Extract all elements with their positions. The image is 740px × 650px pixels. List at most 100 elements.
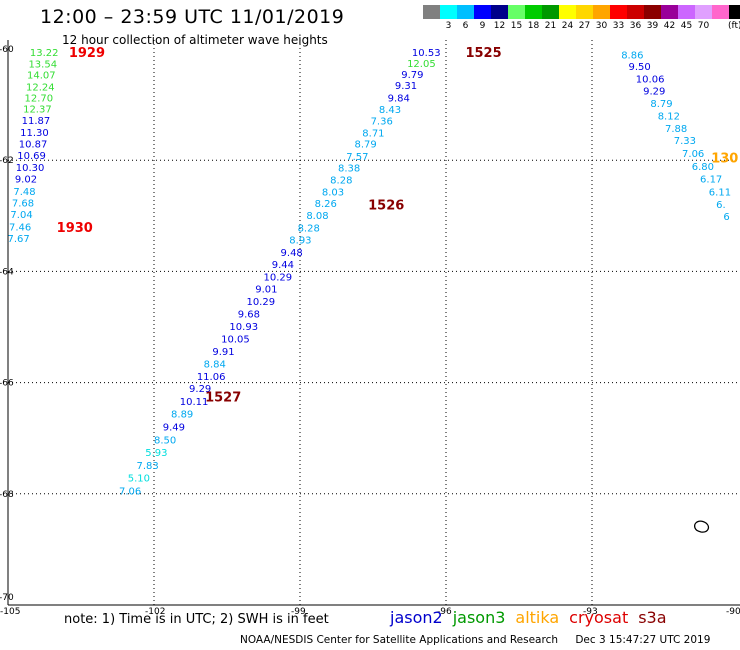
credit-text: NOAA/NESDIS Center for Satellite Applica…	[240, 634, 558, 646]
color-swatch	[491, 5, 508, 19]
color-scale-label: 18	[527, 21, 540, 31]
wave-height-value: 12.70	[25, 93, 54, 104]
wave-height-value: 7.88	[665, 124, 687, 135]
wave-height-value: 8.50	[154, 435, 176, 446]
wave-height-value: 7.68	[12, 198, 34, 209]
wave-height-value: 9.29	[643, 87, 665, 98]
wave-height-value: 8.79	[650, 99, 672, 110]
color-swatch	[457, 5, 474, 19]
color-scale-label: 21	[544, 21, 557, 31]
wave-height-value: 10.06	[636, 74, 665, 85]
wave-height-value: 10.05	[221, 335, 250, 346]
wave-height-value: 14.07	[27, 71, 56, 82]
wave-height-value: 11.06	[197, 372, 226, 383]
wave-height-value: 5.93	[145, 448, 167, 459]
color-scale-label: 12	[493, 21, 506, 31]
wave-height-value: 7.04	[10, 210, 32, 221]
generated-timestamp: Dec 3 15:47:27 UTC 2019	[575, 634, 711, 646]
color-scale-bar	[423, 5, 740, 19]
wave-height-value: 9.91	[212, 347, 234, 358]
wave-height-value: 13.54	[28, 59, 57, 70]
wave-height-value: 10.29	[264, 272, 293, 283]
longitude-label: -102	[145, 607, 165, 617]
wave-height-value: 7.06	[682, 149, 704, 160]
color-scale-label: 45	[680, 21, 693, 31]
latitude-label: -66	[0, 379, 14, 389]
wave-height-value: 9.50	[629, 62, 651, 73]
color-scale-label: 39	[646, 21, 659, 31]
satellite-legend-item: altika	[515, 608, 560, 627]
color-scale-label: 30	[595, 21, 608, 31]
wave-height-value: 8.28	[330, 176, 352, 187]
satellite-legend-item: s3a	[638, 608, 667, 627]
wave-height-value: 10.87	[19, 140, 48, 151]
wave-height-value: 11.87	[22, 116, 51, 127]
color-scale-label: 6	[462, 21, 469, 31]
wave-height-value: 6.17	[700, 175, 722, 186]
map-title: 12:00 – 23:59 UTC 11/01/2019	[40, 6, 345, 28]
wave-height-value: 7.06	[119, 486, 141, 497]
color-swatch	[542, 5, 559, 19]
color-swatch	[559, 5, 576, 19]
color-scale-label: 42	[663, 21, 676, 31]
pass-time-label: 1527	[205, 391, 241, 406]
wave-height-value: 12.05	[407, 59, 436, 70]
color-scale-label: 15	[510, 21, 523, 31]
color-swatch	[440, 5, 457, 19]
track-1929-1930: 13.2213.5414.0712.2412.7012.3711.8711.30…	[8, 46, 106, 245]
wave-height-value: 6.11	[709, 187, 731, 198]
wave-height-value: 8.38	[338, 163, 360, 174]
color-swatch	[576, 5, 593, 19]
wave-height-value: 8.43	[379, 105, 401, 116]
wave-height-value: 8.12	[658, 112, 680, 123]
wave-height-value: 9.84	[388, 93, 410, 104]
wave-height-value: 13.22	[30, 48, 59, 59]
footnote: note: 1) Time is in UTC; 2) SWH is in fe…	[64, 612, 329, 627]
wave-height-value: 8.79	[355, 140, 377, 151]
wave-height-value: 7.46	[9, 222, 31, 233]
wave-height-value: 7.33	[674, 136, 696, 147]
wave-height-value: 9.68	[238, 310, 260, 321]
island-outline	[694, 520, 710, 533]
pass-time-label: 1526	[368, 199, 404, 214]
wave-height-value: 6.80	[692, 162, 714, 173]
wave-height-value: 5.10	[128, 474, 150, 485]
wave-height-value: 6.	[716, 200, 726, 211]
color-swatch	[729, 5, 740, 19]
color-swatch	[627, 5, 644, 19]
wave-height-value: 11.30	[20, 128, 49, 139]
color-swatch	[508, 5, 525, 19]
color-swatch	[593, 5, 610, 19]
wave-height-value: 8.71	[362, 128, 384, 139]
latitude-label: -62	[0, 156, 14, 166]
wave-height-value: 8.26	[315, 199, 337, 210]
color-swatch	[610, 5, 627, 19]
wave-height-value: 10.69	[17, 151, 46, 162]
wave-height-value: 9.49	[163, 423, 185, 434]
axis-labels: -60 -62 -64 -66 -68 -70 -105 -102 -99 -96 -93 -90	[0, 45, 740, 617]
longitude-label: -96	[437, 607, 452, 617]
color-scale-label: 27	[578, 21, 591, 31]
color-swatch	[712, 5, 729, 19]
color-scale-label: 70	[697, 21, 710, 31]
satellite-legend-item: jason3	[452, 608, 506, 627]
wave-height-value: 10.29	[246, 297, 275, 308]
latitude-label: -64	[0, 267, 14, 277]
wave-height-value: 8.86	[621, 51, 643, 62]
color-swatch	[678, 5, 695, 19]
wave-height-value: 12.24	[26, 82, 55, 93]
longitude-label: -90	[726, 607, 740, 617]
pass-time-label: 130	[711, 151, 738, 166]
wave-height-value: 8.89	[171, 410, 193, 421]
color-scale-label: 33	[612, 21, 625, 31]
wave-height-value: 10.53	[412, 48, 441, 59]
satellite-legend: jason2 jason3 altika cryosat s3a	[390, 608, 677, 627]
color-swatch	[423, 5, 440, 19]
wave-height-value: 6	[723, 212, 729, 223]
wave-height-value: 7.57	[346, 152, 368, 163]
longitude-label: -99	[291, 607, 306, 617]
wave-height-value: 7.36	[371, 117, 393, 128]
latitude-label: -60	[0, 45, 14, 55]
color-scale-label: 9	[479, 21, 486, 31]
